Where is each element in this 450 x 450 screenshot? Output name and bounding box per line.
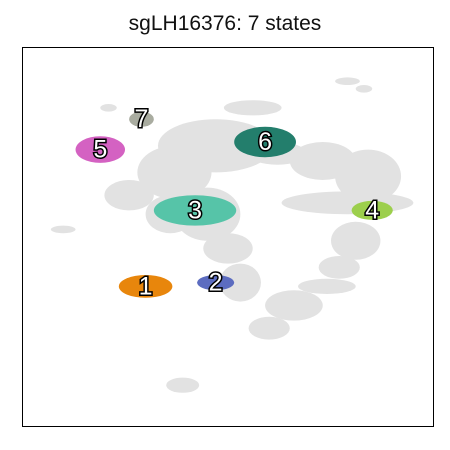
state-cluster-7 (129, 111, 154, 127)
background-region-12 (281, 191, 414, 215)
state-label-7: 7 (135, 105, 149, 133)
state-label-3: 3 (188, 196, 202, 224)
state-cluster-4 (351, 200, 393, 220)
background-region-17 (248, 316, 290, 340)
state-labels: 1 2 3 4 5 6 7 (92, 104, 381, 302)
state-label-2: 2 (209, 269, 223, 297)
state-cluster-3 (153, 195, 237, 226)
state-cluster-5 (75, 136, 125, 163)
background-region-19 (166, 377, 200, 393)
background-region-16 (265, 290, 323, 321)
state-clusters (75, 111, 393, 298)
state-cluster-2 (197, 275, 235, 291)
background-region-7 (203, 233, 253, 264)
background-region-1 (223, 100, 282, 116)
background-region-11 (335, 149, 402, 203)
background-region-3 (104, 180, 154, 211)
background-region-13 (331, 221, 381, 260)
umap-plot: 1 2 3 4 5 6 7 (22, 47, 434, 427)
background-region-8 (219, 263, 261, 302)
state-label-6: 6 (258, 128, 272, 156)
background-region-22 (100, 104, 117, 112)
state-label-5: 5 (93, 136, 107, 164)
background-region-14 (318, 256, 360, 279)
background-region-4 (137, 145, 212, 199)
background-region-20 (335, 77, 360, 85)
state-label-4: 4 (365, 196, 379, 224)
background-region-21 (355, 85, 373, 93)
state-cluster-1 (118, 275, 173, 298)
state-cluster-6 (234, 126, 296, 158)
background-region-18 (50, 225, 76, 234)
background-region-15 (298, 278, 356, 294)
state-label-1: 1 (139, 272, 153, 300)
chart-title: sgLH16376: 7 states (128, 12, 322, 35)
